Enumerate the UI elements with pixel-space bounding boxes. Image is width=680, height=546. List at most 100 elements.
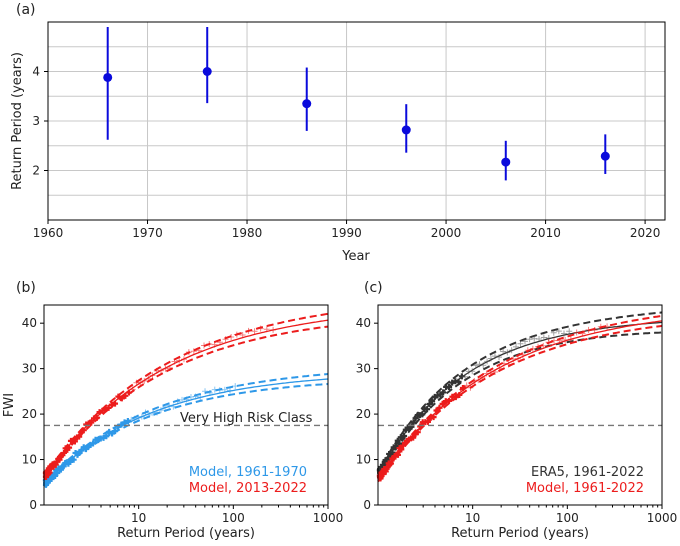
data-point-1-77 bbox=[591, 327, 598, 334]
data-point-0-78 bbox=[560, 330, 567, 337]
data-point-1-67 bbox=[201, 342, 208, 349]
data-point-3 bbox=[401, 125, 411, 135]
data-point-0-58 bbox=[472, 362, 479, 369]
xtick-label-10: 10 bbox=[131, 511, 146, 525]
data-point-1-69 bbox=[211, 341, 218, 348]
data-point-4 bbox=[501, 157, 511, 167]
data-point-0-75 bbox=[211, 386, 218, 393]
data-point-0-33 bbox=[70, 456, 77, 463]
data-point-1-69 bbox=[545, 339, 552, 346]
data-point-0-42 bbox=[424, 406, 431, 413]
xtick-label-1970: 1970 bbox=[132, 226, 163, 240]
ytick-label-30: 30 bbox=[22, 362, 37, 376]
xtick-label-10: 10 bbox=[465, 511, 480, 525]
panel-a-xlabel: Year bbox=[341, 249, 370, 264]
data-point-1-49 bbox=[456, 391, 463, 398]
ytick-label-20: 20 bbox=[22, 407, 37, 421]
data-point-0-54 bbox=[124, 417, 131, 424]
data-point-0-65 bbox=[166, 402, 173, 409]
data-point-0-74 bbox=[206, 390, 213, 397]
data-point-1-75 bbox=[245, 327, 252, 334]
data-point-0-77 bbox=[221, 386, 228, 393]
data-point-1-33 bbox=[410, 434, 417, 441]
data-point-1 bbox=[202, 67, 212, 76]
data-point-1-47 bbox=[115, 393, 122, 400]
data-point-0-73 bbox=[536, 336, 543, 343]
data-point-1-38 bbox=[88, 419, 95, 426]
data-point-1-57 bbox=[487, 370, 494, 377]
ytick-label-20: 20 bbox=[356, 407, 371, 421]
data-point-1-40 bbox=[93, 414, 100, 421]
fit-curve-1-lower bbox=[43, 325, 329, 481]
data-point-1-58 bbox=[492, 368, 499, 375]
data-point-1-55 bbox=[145, 375, 152, 382]
data-point-1-51 bbox=[463, 382, 470, 389]
data-point-1-25 bbox=[60, 449, 67, 456]
xtick-label-100: 100 bbox=[222, 511, 245, 525]
data-point-0-55 bbox=[128, 416, 135, 423]
panel-a-label: (a) bbox=[16, 2, 36, 18]
data-point-1-41 bbox=[430, 414, 437, 421]
data-point-1-43 bbox=[436, 404, 443, 411]
data-point-0-78 bbox=[226, 387, 233, 394]
data-point-1-25 bbox=[394, 451, 401, 458]
ytick-label-10: 10 bbox=[22, 453, 37, 467]
ytick-label-10: 10 bbox=[356, 453, 371, 467]
ytick-label-0: 0 bbox=[363, 498, 371, 512]
data-point-1-49 bbox=[122, 392, 129, 399]
data-point-1-65 bbox=[190, 348, 197, 355]
panel-b-threshold-label: Very High Risk Class bbox=[180, 411, 313, 426]
data-point-0-65 bbox=[500, 348, 507, 355]
data-point-0-60 bbox=[480, 362, 487, 369]
data-point-1-67 bbox=[535, 343, 542, 350]
data-point-1-50 bbox=[459, 385, 466, 392]
data-point-1-22 bbox=[56, 456, 63, 463]
data-point-1-76 bbox=[251, 328, 258, 335]
legend-b-series-1: Model, 1961-1970 bbox=[189, 465, 307, 480]
data-point-1-31 bbox=[71, 438, 78, 445]
data-point-1-39 bbox=[424, 418, 431, 425]
data-point-1-62 bbox=[176, 357, 183, 364]
data-point-0-42 bbox=[90, 440, 97, 447]
data-point-1-71 bbox=[556, 337, 563, 344]
data-point-0-47 bbox=[103, 433, 110, 440]
panel-a-ylabel: Return Period (years) bbox=[10, 52, 25, 190]
ytick-label-3: 3 bbox=[32, 114, 40, 128]
data-point-1-46 bbox=[446, 397, 453, 404]
data-point-1-66 bbox=[529, 345, 536, 352]
panel-b: (b) 0 10 20 30 40 10 100 1000 Very High Risk Cl… bbox=[2, 280, 343, 541]
data-point-0-53 bbox=[121, 419, 128, 426]
fit-curve-1-lower bbox=[377, 324, 663, 483]
data-point-0-58 bbox=[138, 413, 145, 420]
xtick-label-2010: 2010 bbox=[530, 226, 561, 240]
data-point-0-44 bbox=[429, 398, 436, 405]
data-point-0-51 bbox=[115, 423, 122, 430]
data-point-0-62 bbox=[153, 409, 160, 416]
data-point-0-73 bbox=[202, 388, 209, 395]
data-point-1-36 bbox=[417, 423, 424, 430]
data-point-0-76 bbox=[550, 329, 557, 336]
xtick-label-1980: 1980 bbox=[232, 226, 263, 240]
data-point-1-12 bbox=[46, 469, 53, 476]
data-point-0-35 bbox=[408, 423, 415, 430]
xtick-label-1000: 1000 bbox=[313, 511, 344, 525]
xtick-label-2000: 2000 bbox=[431, 226, 462, 240]
data-point-1-51 bbox=[129, 386, 136, 393]
data-point-1-75 bbox=[579, 330, 586, 337]
data-point-1-61 bbox=[171, 358, 178, 365]
data-point-1-20 bbox=[387, 460, 394, 467]
xtick-label-1000: 1000 bbox=[647, 511, 678, 525]
data-point-1-74 bbox=[239, 331, 246, 338]
data-point-0-61 bbox=[150, 410, 157, 417]
data-point-1-28 bbox=[66, 444, 73, 451]
data-point-1-50 bbox=[125, 389, 132, 396]
xtick-label-100: 100 bbox=[556, 511, 579, 525]
data-point-1-53 bbox=[471, 378, 478, 384]
ytick-label-40: 40 bbox=[22, 316, 37, 330]
ytick-label-4: 4 bbox=[32, 65, 40, 79]
data-point-0-76 bbox=[216, 387, 223, 394]
data-point-1-70 bbox=[551, 337, 558, 344]
data-point-1-66 bbox=[195, 347, 202, 354]
data-point-1-78 bbox=[263, 326, 270, 333]
data-point-1-68 bbox=[540, 342, 547, 349]
